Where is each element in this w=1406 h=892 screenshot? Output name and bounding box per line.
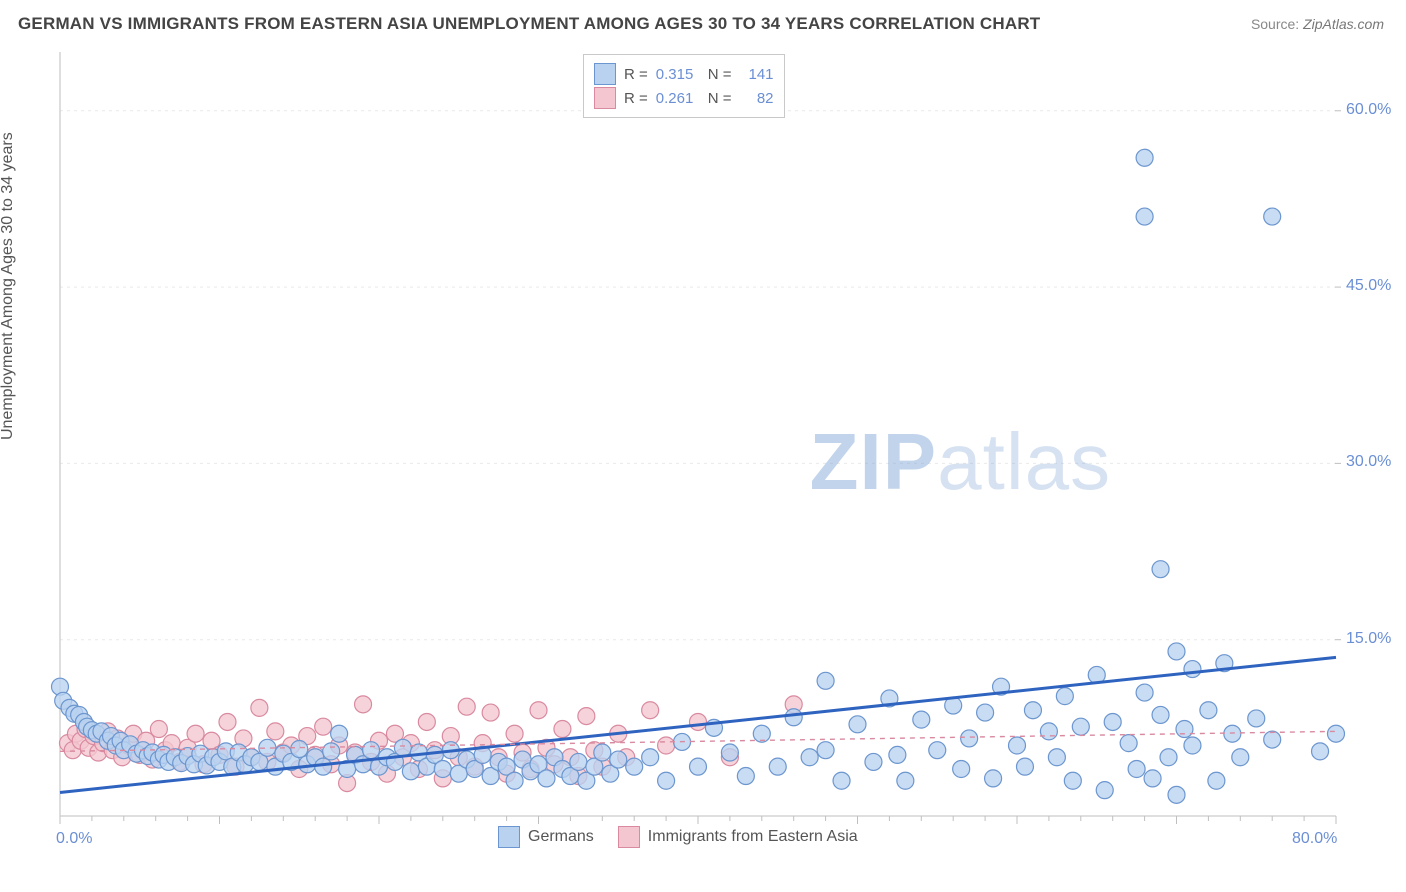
source-attribution: Source: ZipAtlas.com xyxy=(1251,16,1384,32)
legend-r-label: R = xyxy=(624,66,648,83)
source-label: Source: xyxy=(1251,16,1299,32)
legend-swatch xyxy=(498,826,520,848)
x-axis-min-label: 0.0% xyxy=(56,830,92,848)
legend-bottom-item: Germans xyxy=(498,826,594,848)
legend-bottom-item: Immigrants from Eastern Asia xyxy=(618,826,858,848)
y-tick-label: 45.0% xyxy=(1346,277,1391,295)
legend-swatch xyxy=(594,87,616,109)
legend-r-label: R = xyxy=(624,90,648,107)
legend-n-value: 141 xyxy=(740,66,774,83)
legend-n-label: N = xyxy=(708,90,732,107)
y-tick-label: 15.0% xyxy=(1346,630,1391,648)
legend-top-row: R = 0.261 N = 82 xyxy=(594,87,774,109)
correlation-legend: R = 0.315 N = 141 R = 0.261 N = 82 xyxy=(583,54,785,118)
y-axis-label: Unemployment Among Ages 30 to 34 years xyxy=(0,132,17,440)
legend-series-label: Immigrants from Eastern Asia xyxy=(648,828,858,846)
y-tick-label: 30.0% xyxy=(1346,453,1391,471)
legend-n-value: 82 xyxy=(740,90,774,107)
legend-r-value: 0.261 xyxy=(656,90,700,107)
legend-swatch xyxy=(594,63,616,85)
legend-top-row: R = 0.315 N = 141 xyxy=(594,63,774,85)
chart-title: GERMAN VS IMMIGRANTS FROM EASTERN ASIA U… xyxy=(18,14,1040,34)
legend-r-value: 0.315 xyxy=(656,66,700,83)
source-value: ZipAtlas.com xyxy=(1303,16,1384,32)
series-legend: Germans Immigrants from Eastern Asia xyxy=(498,826,858,848)
legend-n-label: N = xyxy=(708,66,732,83)
scatter-plot xyxy=(48,44,1348,844)
legend-series-label: Germans xyxy=(528,828,594,846)
x-axis-max-label: 80.0% xyxy=(1292,830,1337,848)
y-tick-label: 60.0% xyxy=(1346,101,1391,119)
chart-svg xyxy=(48,44,1348,844)
legend-swatch xyxy=(618,826,640,848)
